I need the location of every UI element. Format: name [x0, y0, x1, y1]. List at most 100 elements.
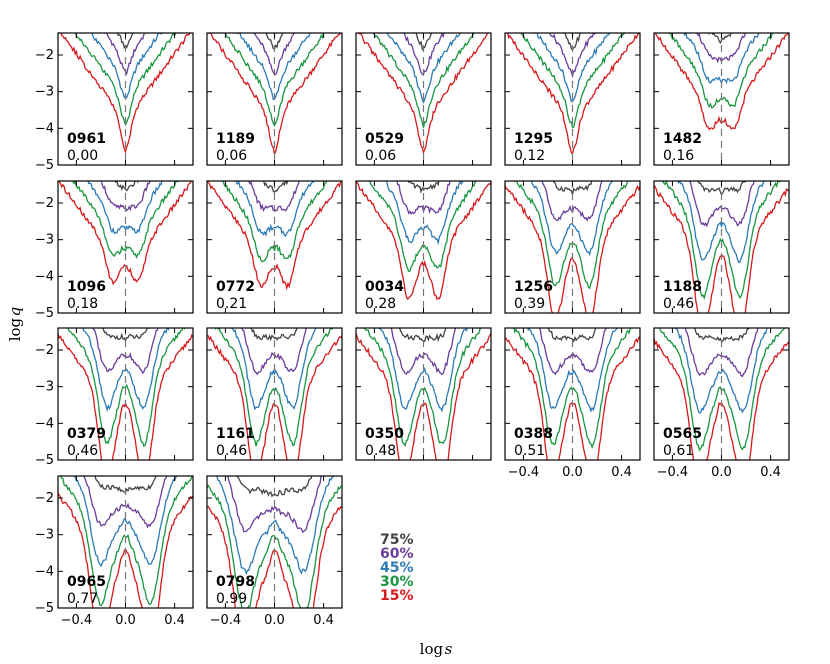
panel-value: 0.06 [365, 148, 396, 164]
y-tick-label: −5 [35, 601, 54, 616]
curve-45% [216, 476, 337, 576]
y-tick-label: −3 [35, 528, 54, 543]
legend-entry-15%: 15% [380, 588, 414, 604]
curve-15% [60, 33, 191, 155]
y-tick-label: −3 [35, 380, 54, 395]
legend-entry-45%: 45% [380, 560, 414, 576]
panel-value: 0.16 [663, 148, 694, 164]
panel-id: 1482 [663, 131, 702, 147]
x-tick-label: 0.0 [115, 613, 136, 628]
panel-id: 0529 [365, 131, 404, 147]
curve-45% [533, 33, 611, 103]
panel-id: 0772 [216, 279, 255, 295]
curve-75% [415, 33, 433, 51]
curve-45% [527, 328, 618, 413]
legend-entry-30%: 30% [380, 574, 414, 590]
panel-id: 0388 [514, 426, 553, 442]
y-tick-label: −3 [35, 85, 54, 100]
panel-value: 0.46 [663, 296, 694, 312]
panel-value: 0.12 [514, 148, 545, 164]
legend: 75%60%45%30%15% [380, 532, 414, 604]
y-tick-label: −4 [35, 416, 54, 431]
y-tick-label: −5 [35, 453, 54, 468]
x-tick-label: 0.4 [164, 613, 185, 628]
curve-75% [708, 33, 732, 45]
curve-45% [673, 328, 770, 414]
curve-45% [530, 181, 613, 257]
curve-60% [226, 476, 323, 534]
panel-value: 0.61 [663, 443, 694, 459]
curve-75% [250, 328, 298, 342]
curve-45% [235, 181, 315, 238]
curve-45% [386, 33, 461, 104]
panel-value: 0.21 [216, 296, 247, 312]
legend-entry-75%: 75% [380, 532, 414, 548]
curve-30% [224, 33, 325, 127]
panel-id: 1295 [514, 131, 553, 147]
curve-75% [265, 33, 284, 50]
panel-value: 0.18 [67, 296, 98, 312]
x-tick-label: 0.4 [313, 613, 334, 628]
x-tick-label: 0.4 [760, 465, 781, 480]
y-tick-label: −4 [35, 121, 54, 136]
x-tick-label: −0.4 [210, 613, 242, 628]
y-tick-label: −4 [35, 564, 54, 579]
panel-value: 0.00 [67, 148, 98, 164]
curve-30% [520, 33, 626, 128]
curve-75% [547, 328, 597, 343]
x-tick-label: 0.0 [264, 613, 285, 628]
y-tick-label: −4 [35, 269, 54, 284]
y-tick-label: −3 [35, 233, 54, 248]
panel-value: 0.46 [67, 443, 98, 459]
panel-id: 0034 [365, 279, 404, 295]
y-tick-label: −2 [35, 343, 54, 358]
panel-value: 0.48 [365, 443, 396, 459]
panel-value: 0.77 [67, 591, 98, 607]
curve-75% [407, 181, 442, 194]
curve-75% [261, 181, 289, 193]
y-tick-label: −2 [35, 196, 54, 211]
y-axis-title: log q [6, 307, 24, 342]
curve-45% [73, 476, 179, 568]
panel-id: 0379 [67, 426, 106, 442]
curve-60% [696, 33, 746, 64]
panel-value: 0.99 [216, 591, 247, 607]
curve-30% [67, 328, 186, 448]
panel-id: 0961 [67, 131, 106, 147]
x-axis-title: log s [420, 640, 453, 658]
legend-entry-60%: 60% [380, 546, 414, 562]
x-tick-label: −0.4 [508, 465, 540, 480]
x-tick-label: 0.0 [562, 465, 583, 480]
x-tick-label: −0.4 [61, 613, 93, 628]
panel-id: 1189 [216, 131, 255, 147]
panel-id: 0965 [67, 574, 106, 590]
panel-id: 0798 [216, 574, 255, 590]
curve-45% [230, 328, 320, 411]
curve-45% [677, 181, 765, 263]
panel-id: 0350 [365, 426, 404, 442]
curve-75% [114, 181, 139, 192]
panel-value: 0.28 [365, 296, 396, 312]
panel-value: 0.51 [514, 443, 545, 459]
y-tick-label: −5 [35, 306, 54, 321]
curve-30% [222, 181, 328, 263]
curve-75% [563, 33, 582, 51]
curve-30% [72, 181, 180, 259]
y-tick-label: −5 [35, 158, 54, 173]
curve-75% [117, 33, 135, 50]
